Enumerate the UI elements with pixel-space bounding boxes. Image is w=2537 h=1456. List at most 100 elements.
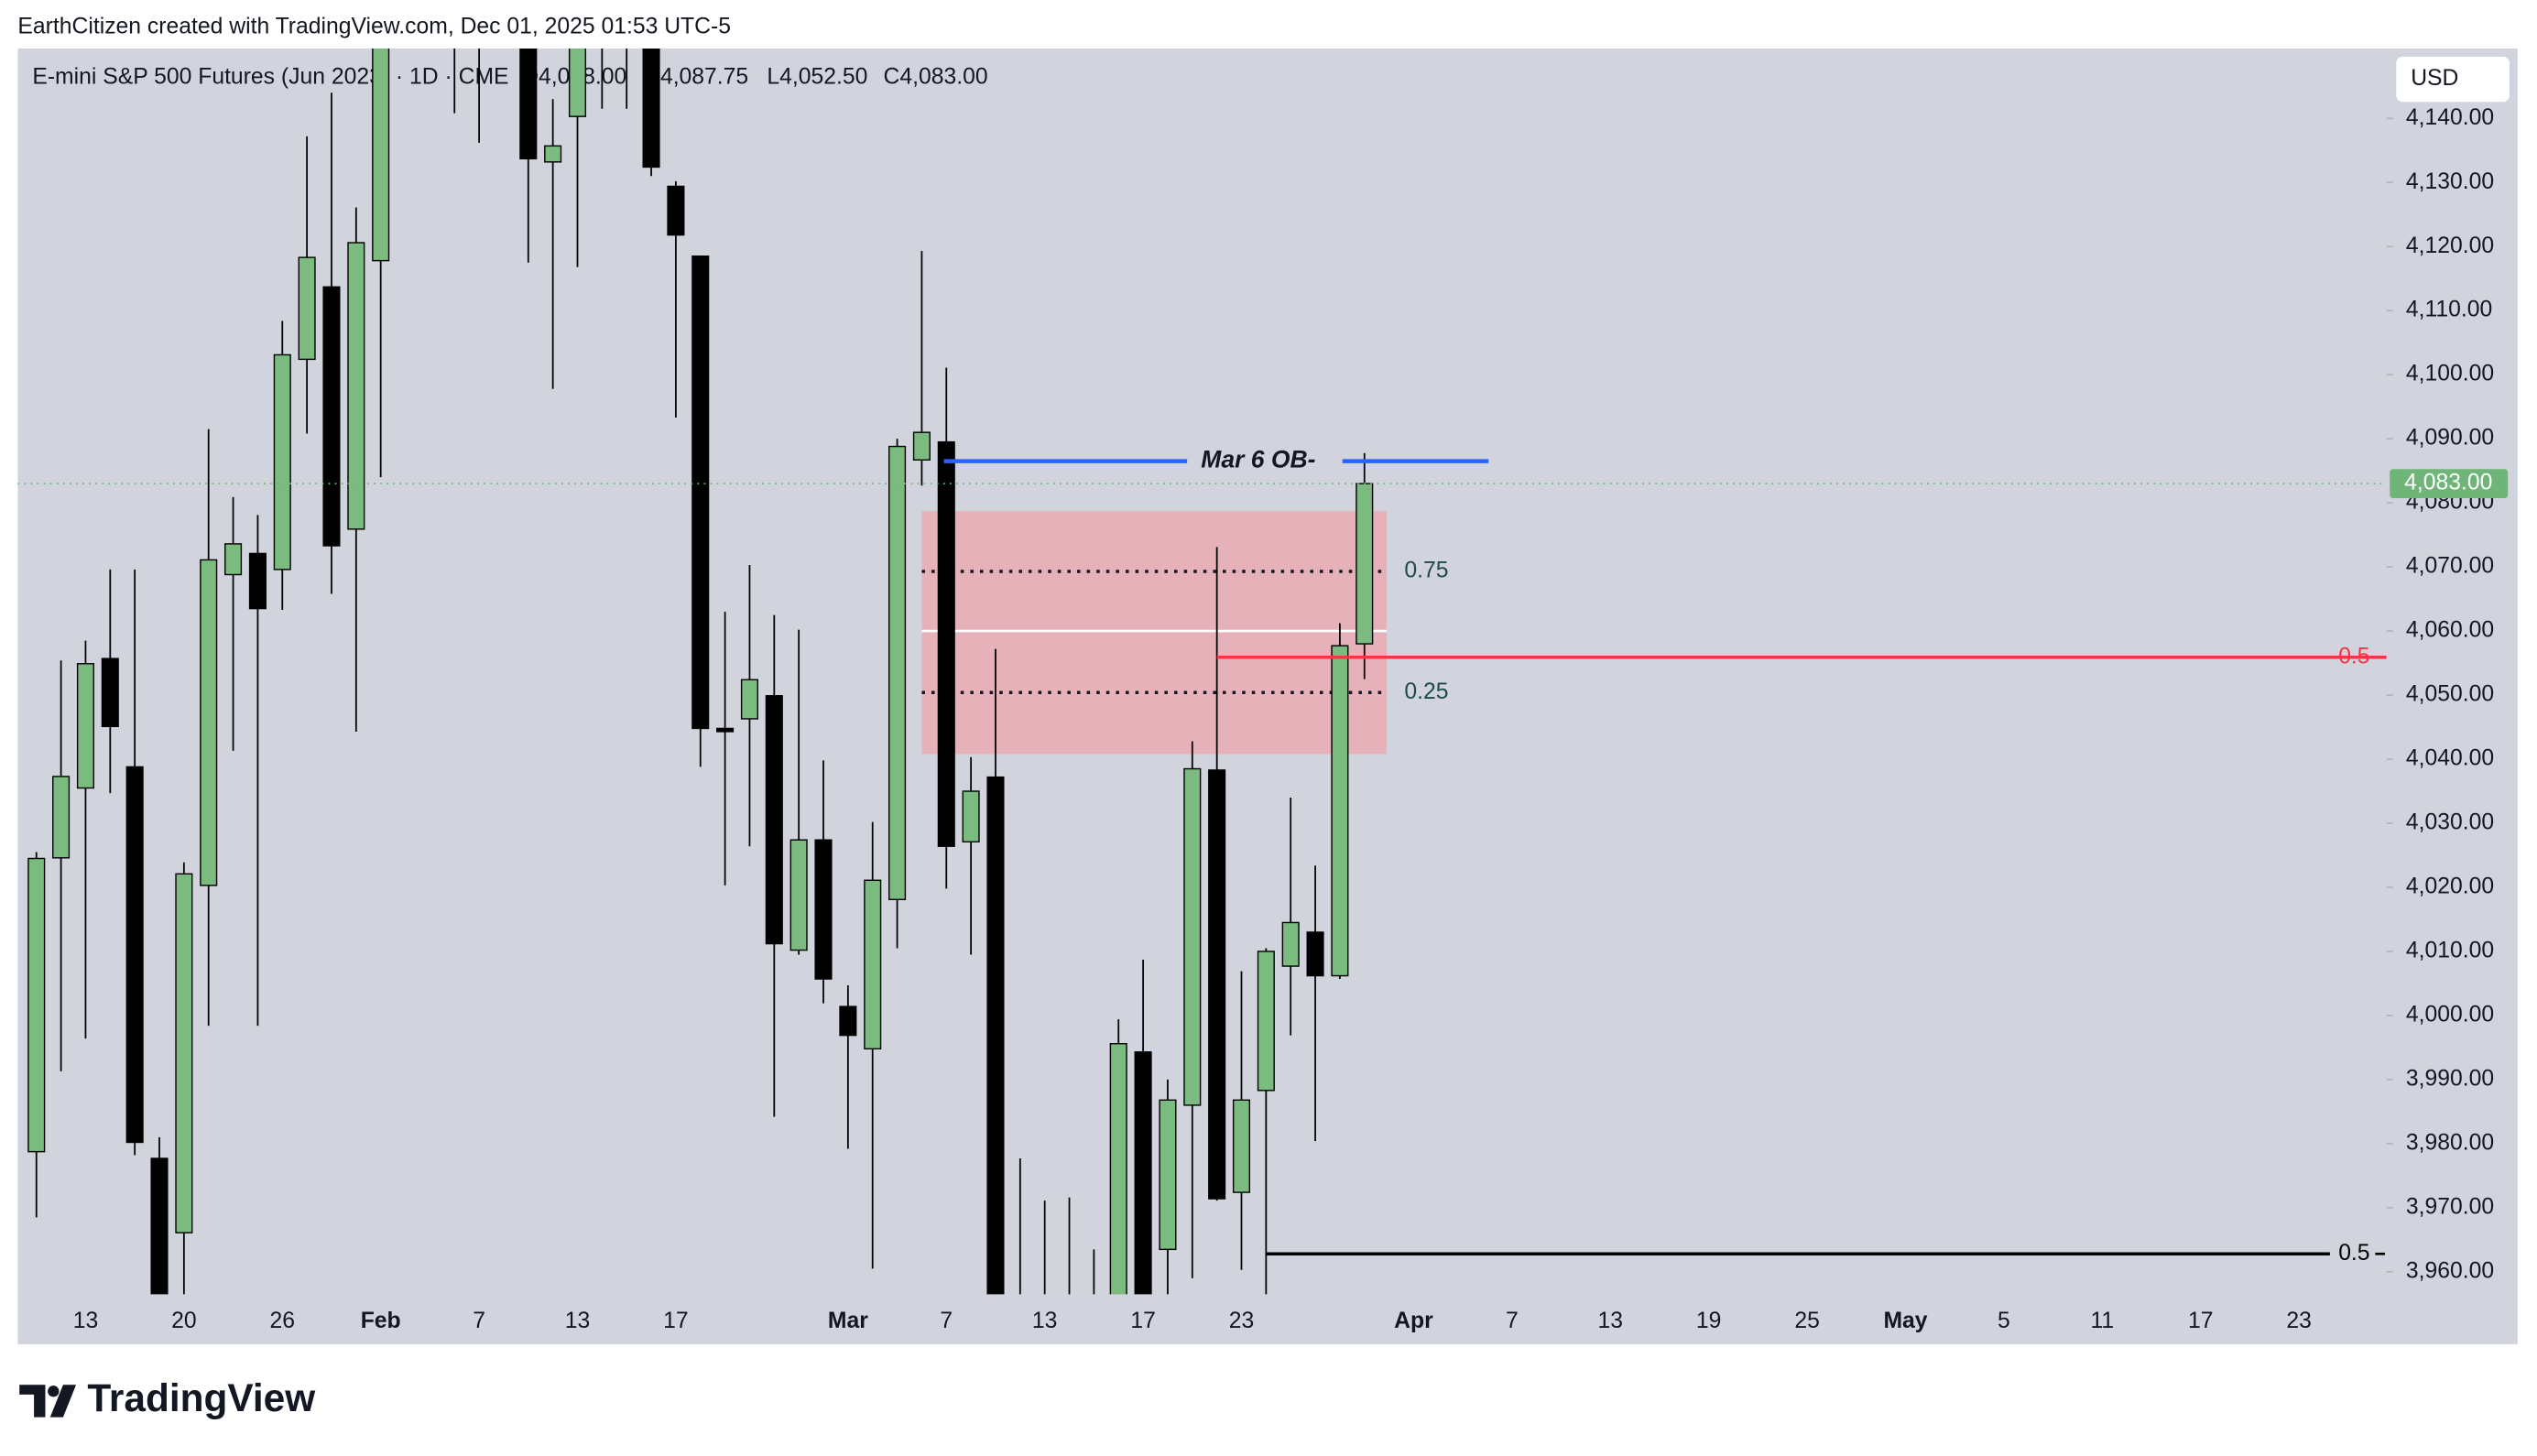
candle-body (912, 431, 931, 461)
x-tick-label: 17 (2188, 1309, 2213, 1333)
candle-body (1306, 931, 1324, 977)
candle-body (125, 766, 144, 1144)
candle-body (248, 552, 267, 610)
x-tick-label: 19 (1696, 1309, 1721, 1333)
x-tick-label: 23 (2286, 1309, 2311, 1333)
candle-body (273, 353, 291, 570)
last-price-badge (2390, 469, 2509, 499)
candle-body (839, 1005, 857, 1037)
candle-body (322, 286, 341, 547)
plot (17, 49, 2387, 1400)
candle-body (1281, 921, 1300, 967)
zone-level-label: 0.25 (1404, 679, 1448, 704)
candle-body (1232, 1099, 1251, 1193)
x-tick-label: 13 (73, 1309, 98, 1333)
candle-body (150, 1157, 169, 1295)
candle-body (1134, 1051, 1152, 1295)
ohlc-value: L4,052.50 (767, 64, 867, 89)
y-tick-label: 4,100.00 (2406, 362, 2494, 386)
candle-body (298, 256, 316, 361)
y-tick-label: 3,970.00 (2406, 1194, 2494, 1219)
candle-body (888, 445, 907, 900)
x-tick-label: 7 (1506, 1309, 1519, 1333)
y-tick-label: 4,050.00 (2406, 682, 2494, 707)
x-tick-label: 5 (1998, 1309, 2010, 1333)
candle-body (1159, 1099, 1177, 1251)
candle-body (347, 242, 365, 530)
y-tick-label: 4,130.00 (2406, 169, 2494, 194)
order-block-zone (921, 511, 1387, 755)
x-tick-label: 11 (2090, 1309, 2114, 1333)
candle-body (27, 857, 46, 1153)
candle-body (691, 255, 710, 730)
candle-body (667, 185, 685, 236)
candle-body (1208, 769, 1226, 1200)
currency[interactable]: USD (2411, 66, 2458, 91)
candle-body (175, 873, 193, 1233)
y-tick-label: 4,070.00 (2406, 554, 2494, 579)
x-tick-label: 25 (1794, 1309, 1819, 1333)
candle-body (1062, 1349, 1078, 1368)
y-tick-label: 4,000.00 (2406, 1002, 2494, 1027)
candle-body (519, 49, 538, 160)
x-tick-label: Apr (1394, 1309, 1433, 1333)
level-label: 0.5 (2338, 1241, 2369, 1266)
axes: 3,960.00 3,970.00 3,980.00 3,990.00 4,000.00… (73, 105, 2509, 1333)
y-tick-label: 3,980.00 (2406, 1130, 2494, 1155)
y-tick-label: 4,110.00 (2406, 298, 2492, 322)
y-tick-label: 4,030.00 (2406, 810, 2494, 835)
x-tick-label: 17 (1130, 1309, 1155, 1333)
candle-body (765, 695, 783, 945)
x-tick-label: 13 (1598, 1309, 1623, 1333)
level-label: 0.5 (2338, 644, 2369, 668)
candle-body (544, 145, 562, 163)
brand-logo (19, 1385, 77, 1418)
x-tick-label: 13 (565, 1309, 590, 1333)
y-tick-label: 3,960.00 (2406, 1258, 2494, 1283)
candle-body (642, 49, 660, 168)
candle-body (372, 49, 390, 262)
candle-body (740, 679, 758, 720)
candle-body (200, 559, 218, 886)
zone-level-label: 0.75 (1404, 559, 1448, 583)
candle-body (568, 49, 587, 117)
candle-body (962, 790, 980, 843)
brand: TradingView (87, 1376, 316, 1419)
candle-body (864, 879, 882, 1050)
candle-body (1012, 1336, 1029, 1400)
level-label: Mar 6 OB- (1201, 446, 1315, 473)
candle-body (1356, 483, 1374, 645)
x-tick-label: 17 (663, 1309, 688, 1333)
y-tick-label: 4,060.00 (2406, 618, 2494, 643)
x-tick-label: Mar (828, 1309, 868, 1333)
x-tick-label: 7 (940, 1309, 953, 1333)
y-tick-label: 4,090.00 (2406, 426, 2494, 451)
ohlc-value: H4,087.75 (644, 64, 748, 89)
y-tick-label: 4,040.00 (2406, 746, 2494, 771)
header: EarthCitizen created with TradingView.co… (17, 15, 731, 39)
last-price-label: 4,083.00 (2404, 471, 2492, 495)
chart-title: E-mini S&P 500 Futures (Jun 2023) · 1D ·… (32, 64, 508, 89)
candle-body (52, 776, 71, 859)
candle-body (986, 776, 1005, 1295)
currency-button[interactable] (2396, 56, 2510, 103)
x-tick-label: 23 (1229, 1309, 1254, 1333)
candle-body (76, 663, 94, 789)
candle-body (1109, 1043, 1127, 1295)
candle-body (814, 839, 833, 980)
x-tick-label: 26 (270, 1309, 295, 1333)
x-tick-label: May (1883, 1309, 1927, 1333)
candle-body (937, 440, 955, 847)
candle-body (716, 727, 735, 733)
candle-body (789, 839, 808, 951)
y-tick-label: 4,120.00 (2406, 234, 2494, 258)
y-tick-label: 3,990.00 (2406, 1066, 2494, 1091)
ohlc-value: C4,083.00 (884, 64, 988, 89)
x-tick-label: 13 (1032, 1309, 1057, 1333)
x-tick-label: Feb (361, 1309, 401, 1333)
candle-body (1331, 645, 1349, 977)
x-tick-label: 7 (473, 1309, 485, 1333)
candle-body (101, 657, 119, 728)
y-tick-label: 4,020.00 (2406, 875, 2494, 899)
